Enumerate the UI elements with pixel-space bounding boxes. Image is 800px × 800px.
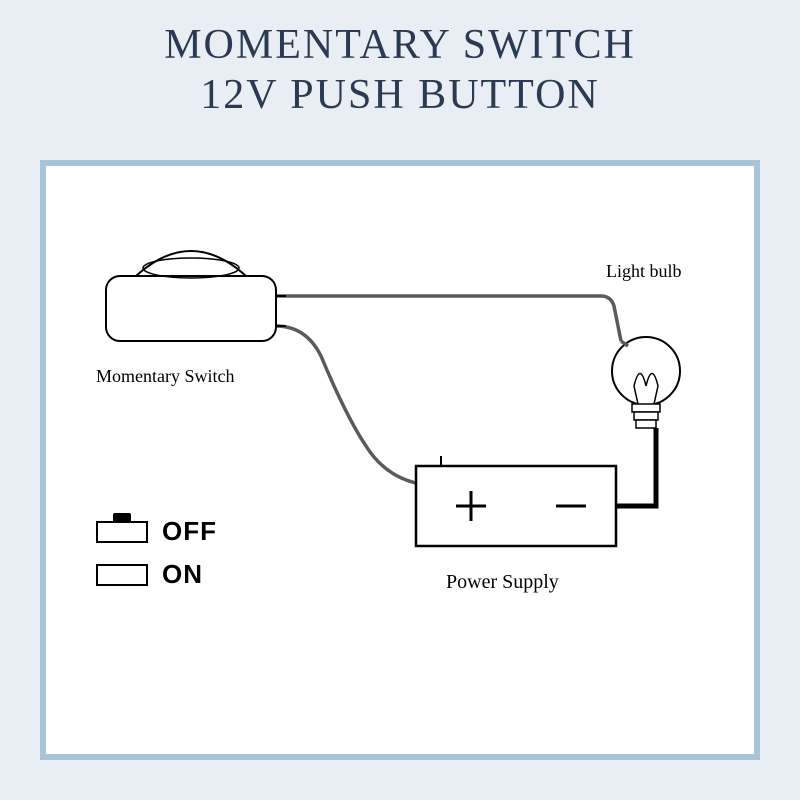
diagram-frame: Momentary Switch Light bulb Power Supply… <box>40 160 760 760</box>
title-line-1: MOMENTARY SWITCH <box>0 20 800 70</box>
legend-row-on: ON <box>96 559 217 590</box>
title-line-2: 12V PUSH BUTTON <box>0 70 800 120</box>
legend-on-icon <box>96 564 148 586</box>
legend: OFF ON <box>96 516 217 602</box>
switch-label: Momentary Switch <box>96 366 234 387</box>
momentary-switch <box>106 251 286 341</box>
light-bulb <box>612 337 680 428</box>
wire-switch-to-bulb <box>276 296 621 341</box>
circuit-svg <box>46 166 754 754</box>
legend-off-icon <box>96 521 148 543</box>
power-label: Power Supply <box>446 571 559 594</box>
legend-row-off: OFF <box>96 516 217 547</box>
legend-on-text: ON <box>162 559 203 590</box>
power-supply <box>416 456 616 546</box>
wire-bulb-to-power <box>616 428 656 506</box>
bulb-label: Light bulb <box>606 261 682 282</box>
wire-switch-to-power <box>276 326 441 486</box>
page-title: MOMENTARY SWITCH 12V PUSH BUTTON <box>0 0 800 121</box>
legend-off-text: OFF <box>162 516 217 547</box>
